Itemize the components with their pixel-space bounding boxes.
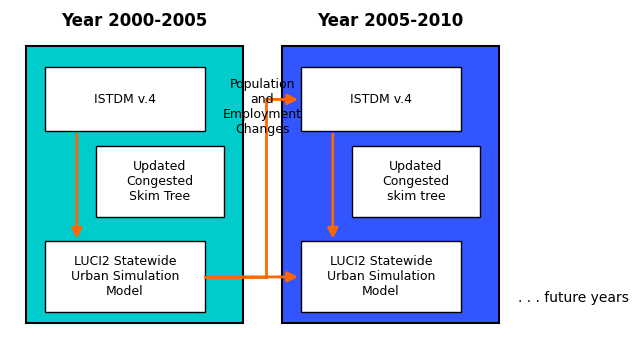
Bar	[301, 241, 461, 312]
Text: LUCI2 Statewide
Urban Simulation
Model: LUCI2 Statewide Urban Simulation Model	[70, 255, 179, 299]
Text: LUCI2 Statewide
Urban Simulation
Model: LUCI2 Statewide Urban Simulation Model	[326, 255, 435, 299]
Text: Year 2000-2005: Year 2000-2005	[61, 12, 207, 30]
Text: Updated
Congested
skim tree: Updated Congested skim tree	[383, 159, 449, 203]
Text: ISTDM v.4: ISTDM v.4	[94, 93, 156, 106]
Bar	[96, 146, 224, 217]
Bar	[45, 67, 205, 131]
Text: Year 2005-2010: Year 2005-2010	[317, 12, 463, 30]
Bar	[45, 241, 205, 312]
Text: . . . future years: . . . future years	[518, 291, 629, 305]
Text: Updated
Congested
Skim Tree: Updated Congested Skim Tree	[127, 159, 193, 203]
Text: Population
and
Employment
Changes: Population and Employment Changes	[223, 78, 302, 136]
Bar	[352, 146, 480, 217]
Bar	[282, 46, 499, 323]
Text: ISTDM v.4: ISTDM v.4	[350, 93, 412, 106]
Bar	[301, 67, 461, 131]
Bar	[26, 46, 243, 323]
